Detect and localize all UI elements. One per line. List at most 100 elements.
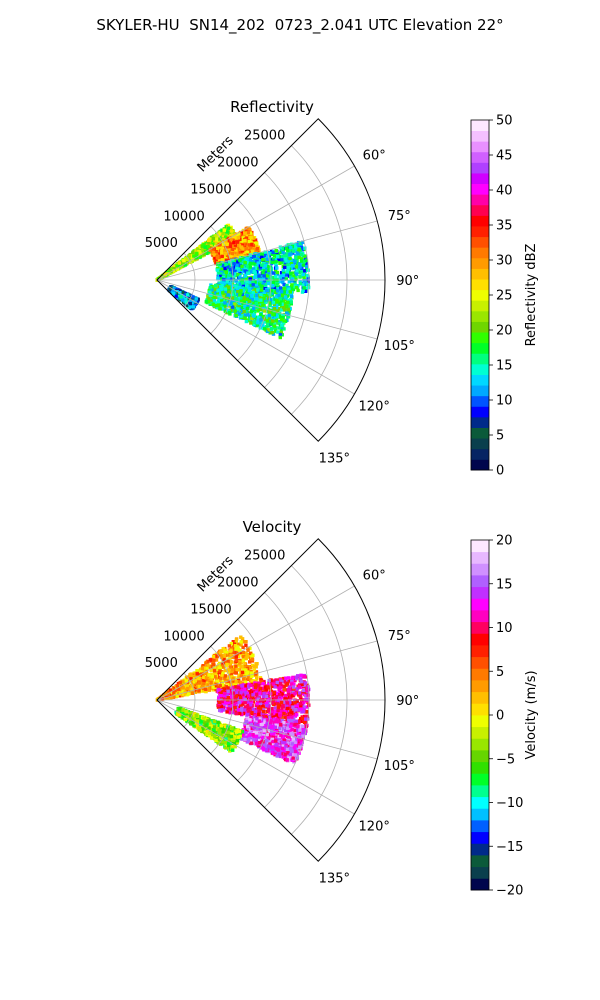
echo-gate: [298, 281, 303, 286]
echo-gate: [292, 275, 296, 279]
echo-gate: [249, 309, 253, 313]
echo-gate: [220, 251, 224, 256]
colorbar-swatch: [471, 215, 489, 227]
colorbar-swatch: [471, 173, 489, 185]
echo-gate: [223, 301, 227, 305]
echo-gate: [276, 287, 280, 291]
echo-gate: [286, 312, 290, 317]
echo-gate: [219, 286, 224, 291]
echo-gate: [288, 264, 292, 268]
echo-gate: [202, 684, 206, 688]
echo-gate: [277, 257, 281, 262]
echo-gate: [270, 252, 274, 257]
echo-gate: [190, 257, 194, 261]
echo-gate: [300, 290, 305, 294]
echo-gate: [232, 240, 236, 245]
echo-gate: [234, 285, 238, 289]
echo-gate: [284, 244, 289, 248]
echo-gate: [291, 271, 295, 275]
echo-gate: [244, 643, 248, 648]
echo-gate: [279, 248, 283, 253]
echo-gate: [255, 305, 259, 310]
echo-gate: [247, 289, 251, 293]
echo-gate: [240, 287, 244, 291]
echo-gate: [220, 248, 224, 253]
echo-gate: [278, 279, 282, 284]
echo-gate: [245, 297, 249, 301]
echo-gate: [281, 300, 285, 304]
echo-gate: [262, 290, 267, 294]
echo-gate: [304, 287, 308, 291]
echo-gate: [301, 261, 305, 265]
echo-gate: [244, 273, 248, 277]
reflectivity-azimuth-labels: 60°75°90°105°120°135°: [319, 149, 420, 467]
echo-gate: [252, 320, 256, 324]
echo-gate: [273, 297, 277, 302]
colorbar-swatch: [471, 120, 489, 132]
echo-gate: [278, 261, 282, 265]
echo-gate: [232, 262, 236, 266]
echo-gate: [229, 229, 234, 233]
echo-gate: [299, 259, 304, 263]
echo-gate: [286, 245, 291, 250]
echo-gate: [298, 262, 302, 266]
echo-gate: [225, 242, 229, 246]
echo-gate: [290, 283, 294, 287]
echo-gate: [294, 275, 298, 280]
echo-gate: [282, 327, 286, 331]
echo-gate: [214, 303, 218, 308]
echo-gate: [215, 255, 220, 260]
echo-gate: [274, 295, 279, 299]
echo-gate: [212, 253, 217, 257]
echo-gate: [203, 247, 207, 251]
echo-gate: [271, 281, 276, 285]
echo-gate: [248, 280, 252, 284]
echo-gate: [235, 298, 239, 302]
echo-gate: [271, 250, 275, 255]
echo-gate: [227, 240, 231, 244]
echo-gate: [289, 300, 293, 304]
echo-gate: [246, 646, 250, 651]
echo-gate: [182, 292, 187, 297]
azimuth-spoke: [156, 165, 355, 281]
echo-gate: [281, 315, 285, 320]
echo-gate: [280, 291, 285, 296]
colorbar-swatch: [471, 438, 489, 450]
echo-gate: [248, 283, 252, 288]
echo-gate: [171, 289, 176, 293]
echo-gate: [304, 258, 309, 263]
echo-gate: [267, 301, 272, 305]
echo-gate: [276, 255, 280, 259]
echo-gate: [221, 263, 226, 268]
echo-gate: [259, 298, 263, 302]
echo-gate: [278, 319, 282, 324]
echo-gate: [212, 295, 216, 299]
echo-gate: [208, 290, 212, 294]
echo-gate: [228, 242, 233, 246]
range-tick-label: 25000: [244, 129, 285, 144]
echo-gate: [256, 321, 260, 325]
echo-gate: [269, 288, 273, 293]
echo-gate: [245, 294, 250, 298]
echo-gate: [224, 247, 228, 251]
echo-gate: [238, 658, 242, 663]
echo-gate: [248, 261, 253, 266]
echo-gate: [234, 268, 238, 272]
echo-gate: [286, 257, 290, 262]
echo-gate: [240, 637, 245, 641]
azimuth-tick-label: 105°: [384, 339, 415, 354]
echo-gate: [272, 324, 277, 328]
echo-gate: [257, 304, 262, 308]
echo-gate: [274, 318, 279, 323]
echo-gate: [204, 300, 208, 304]
echo-gate: [240, 233, 244, 237]
echo-gate: [238, 258, 242, 263]
echo-gate: [171, 292, 175, 296]
echo-gate: [216, 276, 220, 280]
echo-gate: [280, 246, 285, 251]
echo-gate: [304, 267, 309, 272]
echo-gate: [234, 278, 238, 283]
echo-gate: [237, 675, 241, 679]
echo-gate: [289, 275, 293, 279]
echo-gate: [209, 293, 213, 298]
